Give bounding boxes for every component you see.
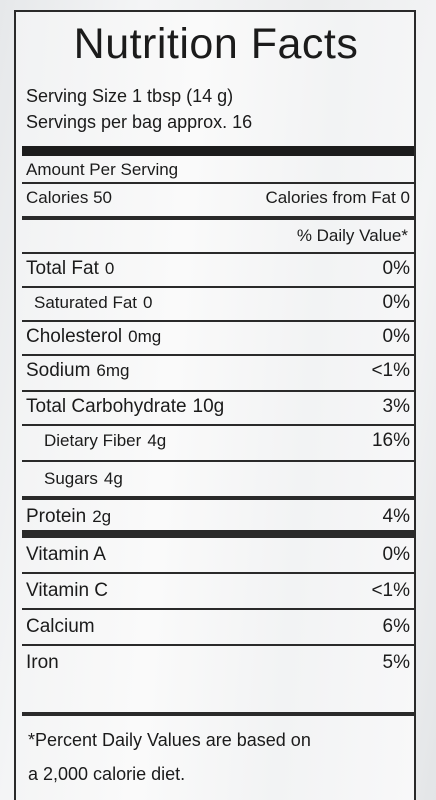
nutrient-row-saturated-fat: Saturated Fat 0 0% [34,286,410,320]
nutrient-row-vitamin-c: Vitamin C <1% [26,574,410,608]
divider [22,608,414,610]
nutrient-dv: 3% [382,396,410,417]
nutrient-row-iron: Iron 5% [26,646,410,680]
divider [22,252,414,254]
nutrient-amount: 4g [103,469,123,488]
nutrient-dv: 4% [382,506,410,527]
nutrient-name: Saturated Fat [34,293,138,312]
footnote-line-2: a 2,000 calorie diet. [28,764,186,784]
nutrient-name: Sodium [26,360,91,381]
divider [22,390,414,392]
nutrient-dv: 0% [382,258,410,279]
nutrient-name: Total Fat [26,258,99,279]
calories-row: Calories 50 Calories from Fat 0 [26,188,410,208]
amount-per-serving: Amount Per Serving [26,160,179,179]
divider [22,644,414,646]
thick-divider [22,146,414,156]
nutrient-row-sugars: Sugars 4g [44,462,410,496]
nutrient-row-total-carbohydrate: Total Carbohydrate 10g 3% [26,390,410,424]
nutrient-row-calcium: Calcium 6% [26,610,410,644]
divider [22,216,414,220]
daily-value-header: % Daily Value* [296,226,408,245]
nutrient-name: Dietary Fiber [44,431,142,450]
nutrient-name: Total Carbohydrate [26,396,187,417]
divider [22,320,414,322]
nutrient-amount: 4g [147,431,167,450]
nutrient-dv: 0% [382,326,410,347]
nutrient-amount: 0 [143,293,153,312]
nutrient-row-vitamin-a: Vitamin A 0% [26,538,410,572]
divider [22,460,414,462]
nutrient-name: Sugars [44,469,98,488]
nutrient-name: Protein [26,506,87,527]
nutrient-row-total-fat: Total Fat 0 0% [26,252,410,286]
footnote-line-1: *Percent Daily Values are based on [28,730,311,750]
thick-divider [22,530,414,538]
nutrient-dv: 0% [382,544,410,565]
nutrient-row-protein: Protein 2g 4% [26,500,410,534]
nutrient-row-cholesterol: Cholesterol 0mg 0% [26,320,410,354]
divider [22,424,414,426]
divider [22,572,414,574]
nutrient-dv: 16% [371,430,410,451]
divider [22,496,414,500]
label-title: Nutrition Facts [73,20,359,68]
nutrient-dv: <1% [371,360,410,381]
nutrition-panel [14,10,416,800]
nutrient-dv: 5% [382,652,410,673]
nutrient-name: Iron [26,652,59,673]
nutrient-amount: 0mg [128,327,162,346]
nutrient-amount: 10g [192,396,225,417]
nutrient-dv: 6% [382,616,410,637]
calories-from-fat: Calories from Fat 0 [265,188,410,207]
nutrient-dv: 0% [382,292,410,313]
nutrient-row-sodium: Sodium 6mg <1% [26,354,410,388]
nutrient-name: Calcium [26,616,95,637]
nutrient-amount: 0 [104,259,115,278]
divider [22,286,414,288]
nutrient-amount: 6mg [96,361,130,380]
nutrient-row-dietary-fiber: Dietary Fiber 4g 16% [44,424,410,458]
serving-size: Serving Size 1 tbsp (14 g) [26,86,234,106]
nutrient-dv: <1% [371,580,410,601]
nutrient-name: Cholesterol [26,326,123,347]
nutrient-amount: 2g [92,507,112,526]
divider [22,354,414,356]
divider [22,182,414,184]
nutrient-name: Vitamin C [26,580,109,601]
servings-per-container: Servings per bag approx. 16 [26,112,253,132]
thick-divider [22,712,414,716]
nutrient-name: Vitamin A [26,544,106,565]
calories: Calories 50 [26,188,112,207]
